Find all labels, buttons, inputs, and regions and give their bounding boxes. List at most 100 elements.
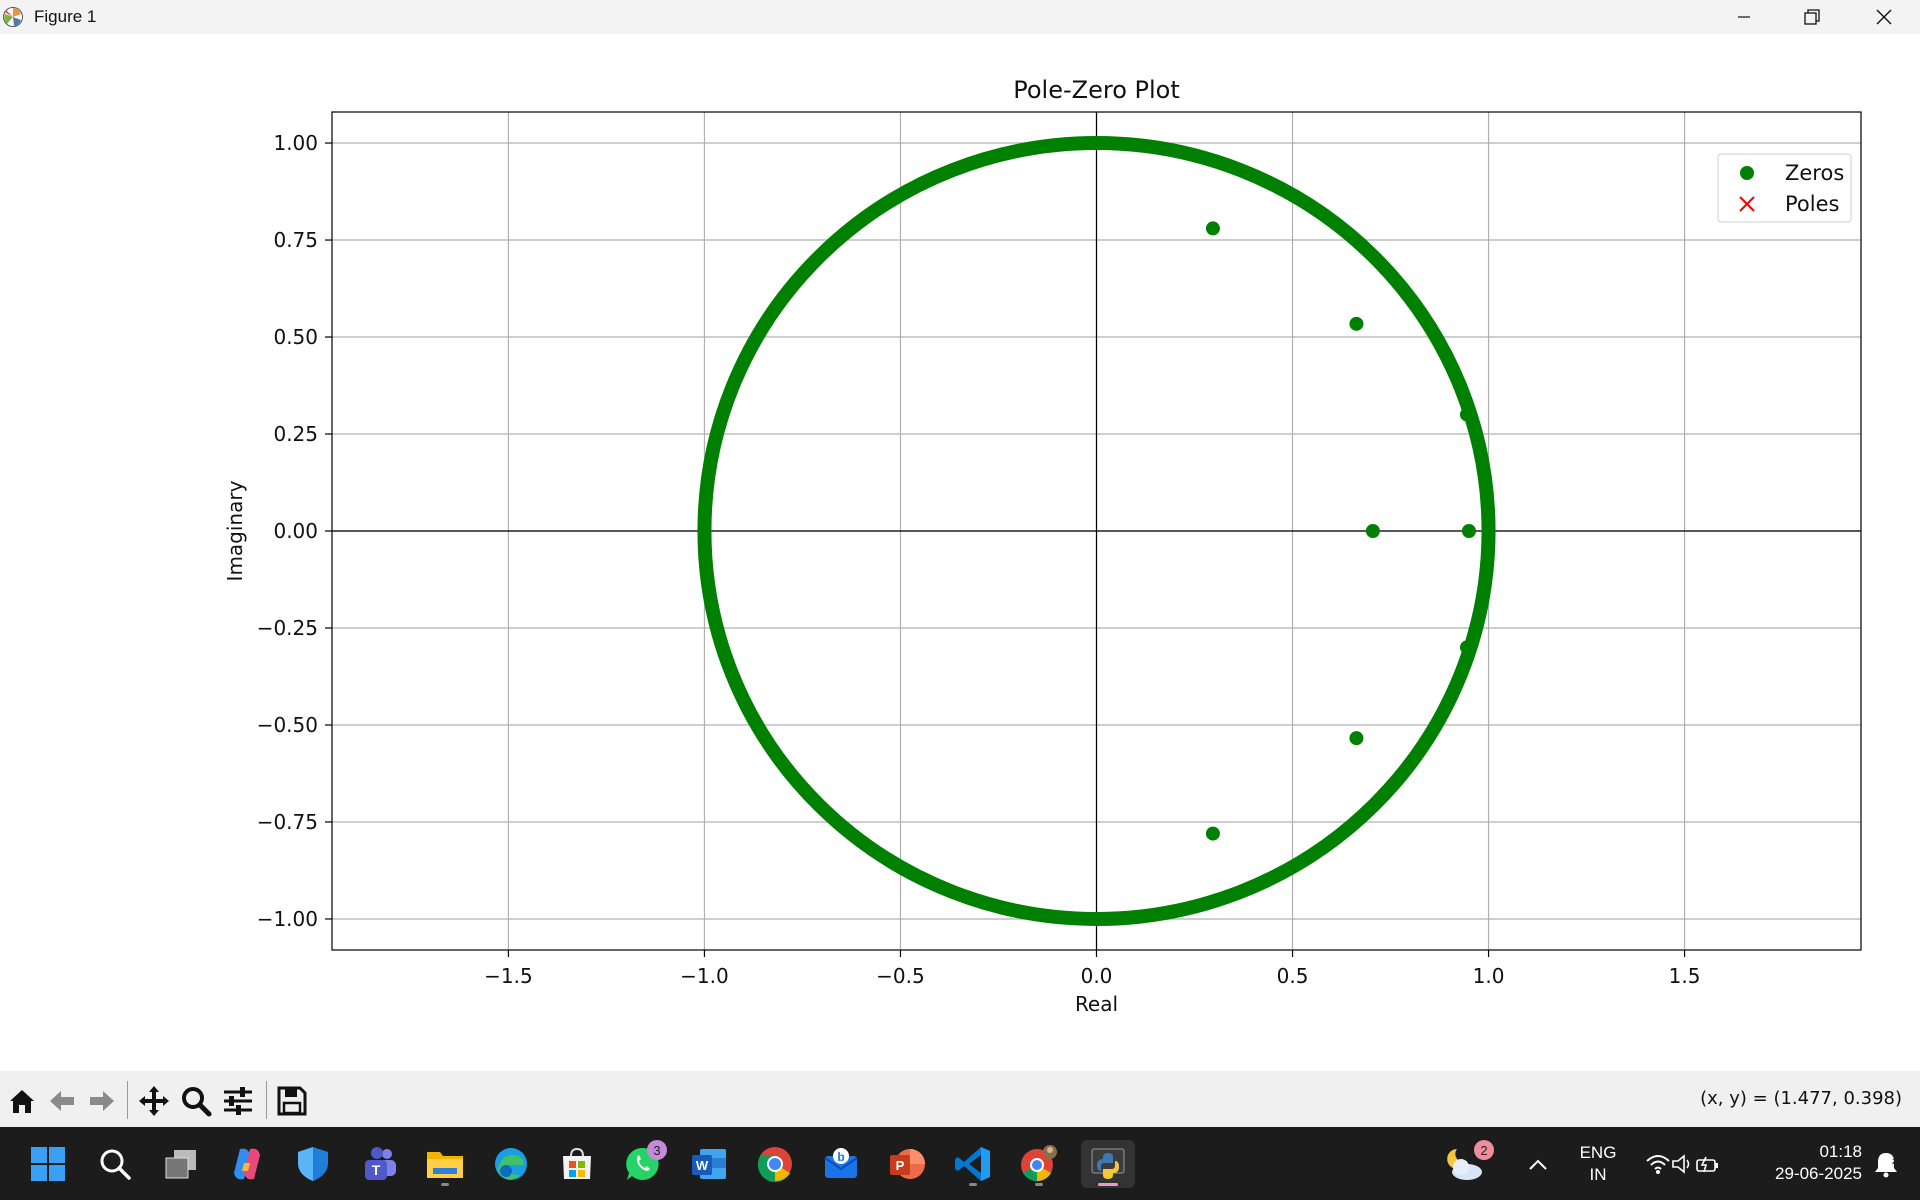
x-tick-label: −1.0 bbox=[680, 964, 729, 988]
save-icon bbox=[277, 1086, 307, 1116]
pole-zero-plot[interactable]: −1.5 −1.0 −0.5 0.0 0.5 1.0 1.5 1.00 0.75 0.50 0.25… bbox=[0, 34, 1920, 1071]
tick-layer: −1.5 −1.0 −0.5 0.0 0.5 1.0 1.5 1.00 0.75 0.50 0.25… bbox=[257, 131, 1701, 988]
x-axis-label: Real bbox=[1075, 992, 1118, 1016]
word-button[interactable]: W bbox=[685, 1140, 733, 1188]
bing-mail-icon: b bbox=[824, 1148, 858, 1178]
matplotlib-icon bbox=[3, 7, 23, 27]
region-code: IN bbox=[1589, 1165, 1607, 1184]
windows-taskbar: T 3 W b P 2 ENG bbox=[0, 1127, 1920, 1200]
running-indicator bbox=[441, 1183, 449, 1186]
zero-marker bbox=[1349, 731, 1364, 746]
bing-mail-button[interactable]: b bbox=[817, 1140, 865, 1188]
restore-button[interactable] bbox=[1778, 0, 1846, 34]
chrome-profile-button[interactable] bbox=[1015, 1140, 1063, 1188]
configure-subplots-icon bbox=[224, 1087, 252, 1115]
y-tick-label: −0.50 bbox=[257, 713, 318, 737]
restore-icon bbox=[1804, 9, 1820, 25]
language-code: ENG bbox=[1579, 1143, 1617, 1162]
pan-icon bbox=[139, 1086, 169, 1116]
window-title: Figure 1 bbox=[34, 7, 97, 26]
notification-bell-icon: z bbox=[1875, 1153, 1897, 1178]
x-tick-label: −0.5 bbox=[876, 964, 925, 988]
close-button[interactable] bbox=[1850, 0, 1918, 34]
cursor-coordinates: (x, y) = (1.477, 0.398) bbox=[1700, 1088, 1902, 1109]
store-button[interactable] bbox=[553, 1140, 601, 1188]
y-tick-label: −1.00 bbox=[257, 907, 318, 931]
chrome-button[interactable] bbox=[751, 1140, 799, 1188]
configure-subplots-button[interactable] bbox=[220, 1085, 256, 1117]
toolbar-separator bbox=[266, 1081, 267, 1119]
start-button[interactable] bbox=[24, 1140, 72, 1188]
unit-circle-layer bbox=[697, 136, 1496, 926]
word-icon: W bbox=[692, 1149, 726, 1179]
language-indicator[interactable]: ENG IN bbox=[1570, 1142, 1626, 1186]
y-tick-label: −0.25 bbox=[257, 616, 318, 640]
x-tick-label: −1.5 bbox=[484, 964, 533, 988]
chrome-profile-icon bbox=[1021, 1145, 1057, 1182]
home-button[interactable] bbox=[4, 1085, 40, 1117]
save-button[interactable] bbox=[274, 1085, 310, 1117]
copilot-button[interactable] bbox=[223, 1140, 271, 1188]
edge-button[interactable] bbox=[487, 1140, 535, 1188]
start-icon bbox=[31, 1147, 65, 1181]
vscode-icon bbox=[955, 1147, 990, 1181]
weather-button[interactable]: 2 bbox=[1440, 1140, 1494, 1188]
svg-text:W: W bbox=[696, 1158, 709, 1173]
vscode-button[interactable] bbox=[949, 1140, 997, 1188]
legend-zeros-label: Zeros bbox=[1785, 161, 1844, 185]
y-tick-label: 0.25 bbox=[273, 422, 318, 446]
task-view-button[interactable] bbox=[157, 1140, 205, 1188]
show-hidden-icons-button[interactable] bbox=[1514, 1140, 1562, 1188]
running-indicator bbox=[969, 1183, 977, 1186]
zero-marker bbox=[1205, 826, 1220, 841]
battery-charging-icon bbox=[1696, 1156, 1718, 1173]
pan-button[interactable] bbox=[136, 1085, 172, 1117]
clock[interactable]: 01:18 29-06-2025 bbox=[1752, 1141, 1862, 1185]
task-view-icon bbox=[165, 1150, 196, 1179]
edge-icon bbox=[495, 1148, 527, 1180]
svg-text:z: z bbox=[1892, 1156, 1897, 1166]
minimize-button[interactable] bbox=[1710, 0, 1778, 34]
y-tick-label: −0.75 bbox=[257, 810, 318, 834]
y-tick-label: 0.00 bbox=[273, 519, 318, 543]
active-indicator bbox=[1098, 1183, 1118, 1186]
zero-marker bbox=[1461, 524, 1476, 538]
weather-icon bbox=[1447, 1149, 1482, 1180]
unit-circle bbox=[697, 136, 1496, 926]
svg-text:b: b bbox=[837, 1150, 844, 1164]
search-button[interactable] bbox=[91, 1140, 139, 1188]
powerpoint-button[interactable]: P bbox=[883, 1140, 931, 1188]
network-sound-battery[interactable] bbox=[1638, 1140, 1728, 1188]
teams-button[interactable]: T bbox=[355, 1140, 403, 1188]
x-tick-label: 0.5 bbox=[1277, 964, 1309, 988]
x-tick-label: 1.0 bbox=[1473, 964, 1505, 988]
svg-text:T: T bbox=[372, 1162, 381, 1178]
minimize-icon bbox=[1738, 16, 1750, 18]
chart-title: Pole-Zero Plot bbox=[1013, 76, 1180, 104]
figure-canvas[interactable]: −1.5 −1.0 −0.5 0.0 0.5 1.0 1.5 1.00 0.75 0.50 0.25… bbox=[0, 34, 1920, 1071]
zeros-layer bbox=[1205, 221, 1476, 841]
zero-lines bbox=[332, 112, 1861, 950]
forward-button[interactable] bbox=[84, 1085, 120, 1117]
whatsapp-button[interactable]: 3 bbox=[619, 1140, 667, 1188]
wifi-icon bbox=[1646, 1155, 1670, 1174]
python-button[interactable] bbox=[1081, 1140, 1135, 1188]
defender-icon bbox=[298, 1147, 328, 1181]
zero-marker bbox=[1365, 524, 1380, 538]
zero-marker bbox=[1459, 407, 1474, 422]
powerpoint-icon: P bbox=[890, 1149, 925, 1179]
navigation-toolbar: (x, y) = (1.477, 0.398) bbox=[0, 1071, 1920, 1127]
forward-icon bbox=[90, 1091, 114, 1111]
teams-icon: T bbox=[365, 1147, 396, 1180]
toolbar-separator bbox=[127, 1081, 128, 1119]
file-explorer-button[interactable] bbox=[421, 1140, 469, 1188]
clock-time: 01:18 bbox=[1819, 1142, 1862, 1161]
y-tick-label: 0.50 bbox=[273, 325, 318, 349]
back-button[interactable] bbox=[44, 1085, 80, 1117]
legend-poles-marker bbox=[1739, 196, 1755, 212]
y-tick-label: 0.75 bbox=[273, 228, 318, 252]
defender-button[interactable] bbox=[289, 1140, 337, 1188]
notifications-button[interactable]: z bbox=[1866, 1140, 1906, 1188]
zoom-button[interactable] bbox=[178, 1085, 214, 1117]
zero-marker bbox=[1459, 640, 1474, 655]
